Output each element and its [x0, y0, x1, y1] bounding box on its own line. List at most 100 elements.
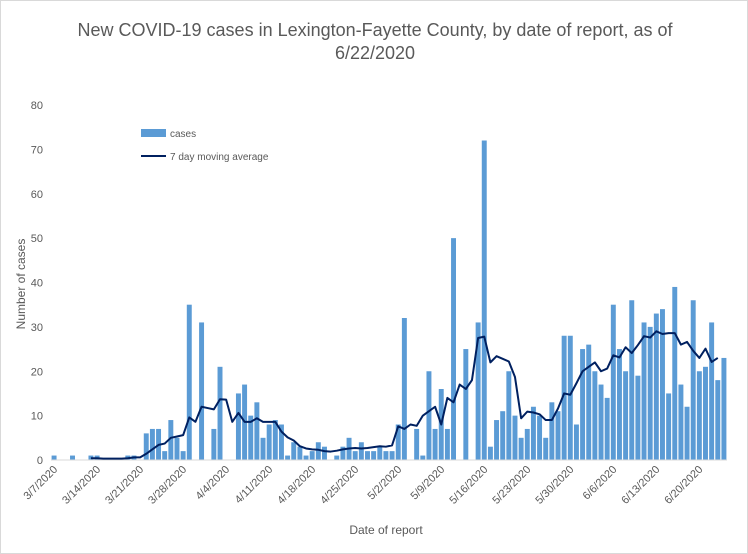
cases-bar [322, 446, 327, 460]
cases-bar [88, 455, 94, 460]
cases-bar [616, 349, 622, 460]
cases-bar [537, 415, 543, 461]
x-tick-label: 5/2/2020 [366, 464, 405, 503]
cases-bar [475, 322, 481, 460]
legend: cases 7 day moving average [141, 129, 269, 163]
cases-bar [426, 371, 432, 460]
cases-bar [285, 455, 291, 460]
cases-bar [180, 451, 186, 461]
cases-bar [297, 446, 303, 460]
cases-bar [684, 406, 690, 460]
cases-bar [395, 424, 401, 460]
y-tick-label: 70 [31, 144, 43, 156]
moving-average-line [90, 330, 719, 460]
y-tick-label: 60 [31, 189, 43, 201]
x-tick-label: 4/11/2020 [233, 464, 276, 507]
cases-bar [518, 437, 524, 460]
x-tick-label: 4/25/2020 [318, 464, 361, 507]
cases-bar [690, 300, 696, 460]
cases-bars [51, 140, 727, 461]
x-tick-label: 5/30/2020 [533, 464, 576, 507]
cases-bar [389, 451, 395, 461]
cases-bar [524, 428, 530, 460]
cases-bar [365, 451, 370, 461]
cases-bar [696, 371, 702, 460]
x-tick-label: 4/18/2020 [275, 464, 318, 507]
x-tick-label: 5/9/2020 [409, 464, 448, 503]
cases-bar [377, 446, 383, 460]
cases-bar [444, 428, 450, 460]
cases-bar [315, 442, 321, 460]
cases-bar [653, 313, 659, 460]
cases-bar [248, 415, 254, 461]
cases-bar [463, 349, 469, 460]
cases-bar [383, 451, 389, 461]
cases-bar [420, 455, 426, 460]
cases-bar [604, 397, 610, 461]
x-tick-label: 3/7/2020 [21, 464, 60, 503]
cases-bar [352, 451, 358, 461]
x-tick-label: 5/16/2020 [447, 464, 490, 507]
cases-bar [678, 384, 684, 460]
cases-bar [235, 393, 241, 460]
cases-bar [666, 393, 672, 460]
cases-bar [506, 371, 512, 460]
cases-bar [414, 428, 420, 460]
cases-bar [340, 446, 346, 460]
y-tick-label: 10 [31, 411, 43, 423]
cases-bar [721, 357, 727, 460]
x-tick-label: 6/6/2020 [581, 464, 620, 503]
cases-bar [629, 300, 635, 460]
y-tick-label: 30 [31, 322, 43, 334]
cases-bar [168, 420, 174, 460]
cases-bar [715, 380, 721, 461]
cases-bar [573, 424, 579, 460]
cases-bar [143, 433, 149, 461]
cases-bar [254, 402, 260, 460]
cases-bar [174, 437, 180, 460]
y-tick-label: 0 [37, 455, 43, 467]
x-axis-ticks: 3/7/2020 3/14/2020 3/21/2020 3/28/2020 4/4/2… [21, 464, 705, 507]
cases-bar [291, 442, 297, 460]
cases-bar [660, 309, 665, 461]
cases-bar [598, 384, 604, 460]
cases-bar [567, 335, 573, 460]
cases-bar [303, 455, 309, 460]
cases-bar [512, 415, 518, 461]
cases-bar [217, 366, 223, 460]
cases-bar [278, 424, 284, 460]
y-axis-ticks: 0 10 20 30 40 50 60 70 80 [31, 100, 43, 467]
cases-bar [592, 371, 598, 460]
x-tick-label: 6/13/2020 [619, 464, 662, 507]
cases-bar [487, 446, 493, 460]
cases-bar [586, 344, 592, 461]
cases-bar [555, 411, 561, 460]
cases-bar [641, 322, 647, 460]
cases-bar [358, 442, 364, 460]
cases-bar [635, 375, 641, 460]
x-tick-label: 5/23/2020 [490, 464, 533, 507]
cases-bar [580, 349, 586, 460]
cases-bar [211, 428, 217, 460]
cases-bar [162, 451, 168, 461]
x-tick-label: 4/4/2020 [193, 464, 232, 503]
cases-bar [672, 286, 678, 460]
cases-bar [401, 318, 407, 460]
y-tick-label: 40 [31, 278, 43, 290]
cases-bar [432, 428, 438, 460]
cases-bar [272, 420, 278, 460]
cases-bar [647, 326, 653, 461]
cases-bar [51, 455, 57, 460]
cases-bar [500, 411, 506, 460]
x-tick-label: 3/28/2020 [146, 464, 189, 507]
x-axis-label: Date of report [349, 523, 423, 537]
cases-bar [709, 322, 715, 460]
x-tick-label: 6/20/2020 [662, 464, 705, 507]
y-tick-label: 50 [31, 233, 43, 245]
cases-bar [703, 366, 708, 460]
cases-bar [623, 371, 629, 460]
cases-bar [334, 455, 340, 460]
x-tick-label: 3/21/2020 [103, 464, 146, 507]
